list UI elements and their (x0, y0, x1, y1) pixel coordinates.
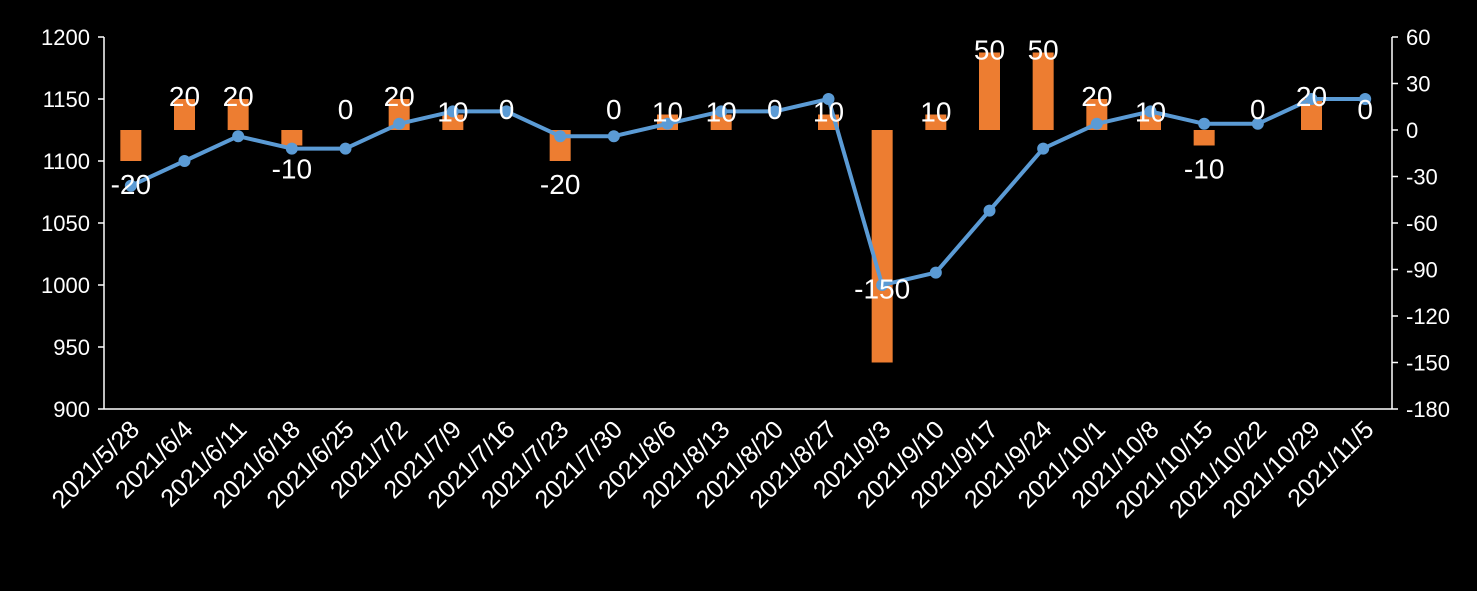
line-point (715, 105, 728, 118)
line-point (339, 142, 352, 155)
line-point (554, 130, 567, 143)
bar (1301, 99, 1322, 130)
bar-data-label: 50 (1028, 35, 1059, 66)
bar-data-label: 0 (499, 94, 515, 125)
line-point (1359, 93, 1372, 105)
bar (442, 114, 464, 130)
line-point (1305, 93, 1318, 105)
line-point (929, 266, 942, 279)
bar (1032, 52, 1054, 130)
line-point (822, 93, 835, 105)
bar (871, 130, 893, 363)
line-point (124, 179, 137, 192)
right-tick-label: -180 (1406, 397, 1450, 422)
bar (1140, 114, 1161, 130)
bar (174, 99, 195, 130)
line-point (500, 105, 513, 118)
bar-data-label: 20 (1296, 81, 1327, 112)
bar (979, 52, 1000, 130)
line-point (178, 155, 191, 167)
line-point (1144, 105, 1157, 118)
right-tick-label: -90 (1406, 258, 1438, 283)
bar-data-label: 10 (652, 97, 683, 128)
left-tick-label: 1150 (43, 87, 90, 112)
bar-data-label: -10 (272, 154, 312, 185)
bar-data-label: 20 (384, 81, 415, 112)
line-point (393, 117, 406, 130)
right-tick-label: 60 (1406, 25, 1430, 50)
bar-data-label: 10 (706, 97, 737, 128)
left-tick-label: 1200 (41, 25, 90, 50)
bar-data-label: 20 (1081, 81, 1112, 112)
bar-data-label: 10 (920, 97, 951, 128)
line-point (1251, 117, 1264, 130)
bar (1193, 130, 1215, 146)
right-tick-label: -60 (1406, 211, 1438, 236)
axes: 90095010001050110011501200-180-150-120-9… (41, 25, 1450, 422)
bar-data-label: 0 (1250, 94, 1266, 125)
bar-data-label: 10 (1135, 97, 1166, 128)
bar-data-label: 10 (813, 97, 844, 128)
bar-data-label: 0 (1357, 94, 1373, 125)
line-point (661, 117, 674, 130)
right-tick-label: 0 (1406, 118, 1418, 143)
bar-data-label: 20 (169, 81, 200, 112)
bar (227, 99, 249, 130)
line-point (446, 105, 459, 118)
bar-data-label: -20 (111, 169, 151, 200)
bar-data-label: 10 (437, 97, 468, 128)
right-tick-label: 30 (1406, 72, 1430, 97)
line-point (607, 130, 620, 143)
bar-data-label: -10 (1184, 154, 1224, 185)
line-series (124, 93, 1372, 291)
right-tick-label: -150 (1406, 351, 1450, 376)
left-tick-label: 900 (53, 397, 90, 422)
line-point (876, 279, 889, 291)
line-point (768, 105, 781, 118)
line-point (1090, 117, 1103, 130)
left-tick-label: 1050 (41, 211, 90, 236)
data-labels: -20 20 20 -10 0 20 10 0 -20 0 10 10 0 10 -150 10 50 50 20 1… (111, 35, 1373, 305)
bar-data-label: 0 (338, 94, 354, 125)
left-tick-label: 950 (53, 335, 90, 360)
line-point (1037, 142, 1050, 155)
bar-data-label: -150 (854, 273, 910, 304)
right-tick-label: -120 (1406, 304, 1450, 329)
bar-data-label: 0 (767, 94, 783, 125)
bar-data-label: 20 (223, 81, 254, 112)
line-point (983, 204, 996, 217)
bar-data-label: -20 (540, 169, 580, 200)
line-point (1198, 117, 1211, 130)
line-point (285, 142, 298, 155)
bar (710, 114, 732, 130)
right-tick-label: -30 (1406, 165, 1438, 190)
line-point (232, 130, 245, 143)
bar (925, 114, 947, 130)
bar-data-label: 0 (606, 94, 622, 125)
line-path (129, 97, 1366, 287)
bar-data-label: 50 (974, 35, 1005, 66)
left-tick-label: 1100 (43, 149, 90, 174)
bar (120, 130, 142, 161)
left-tick-label: 1000 (41, 273, 90, 298)
bar (281, 130, 303, 146)
